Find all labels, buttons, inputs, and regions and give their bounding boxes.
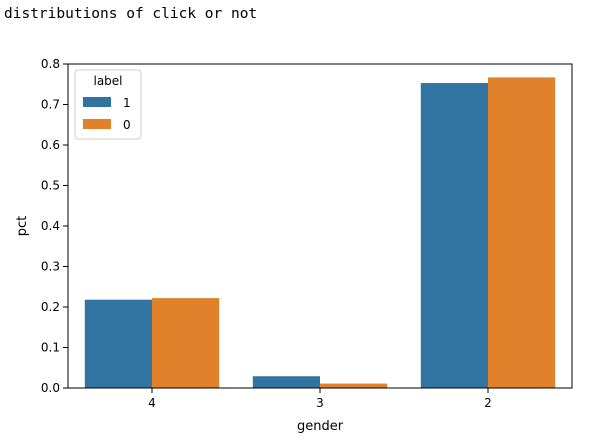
bar-cat-4-series-1 [84,299,152,388]
bars-layer [84,77,556,389]
bar-cat-3-series-0 [320,383,388,388]
cell-output-text: distributions of click or not [4,6,258,22]
bar-cat-2-series-1 [420,83,488,388]
y-tick-label: 0.3 [41,260,60,274]
legend-swatch-0 [83,119,111,129]
legend-label-0: 0 [123,118,131,132]
legend-swatch-1 [83,97,111,107]
legend-title: label [93,74,122,88]
y-axis-label: pct [15,216,30,237]
x-tick-label: 2 [484,396,492,410]
y-tick-label: 0.1 [41,341,60,355]
bar-cat-3-series-1 [252,376,320,388]
y-tick-label: 0.2 [41,300,60,314]
x-tick-label: 3 [316,396,324,410]
bar-cat-4-series-0 [152,298,220,388]
y-tick-label: 0.7 [41,98,60,112]
x-axis-label: gender [297,419,344,434]
x-tick-label: 4 [148,396,156,410]
bar-cat-2-series-0 [488,77,556,389]
y-tick-label: 0.0 [41,381,60,395]
y-axis: 0.0 0.1 0.2 0.3 0.4 0.5 0.6 0.7 0.8 [41,57,68,395]
legend-label-1: 1 [123,96,131,110]
y-tick-label: 0.4 [41,219,60,233]
y-tick-label: 0.5 [41,179,60,193]
legend: label 1 0 [74,69,142,140]
x-axis: 4 3 2 [148,388,492,410]
y-tick-label: 0.8 [41,57,60,71]
y-tick-label: 0.6 [41,138,60,152]
